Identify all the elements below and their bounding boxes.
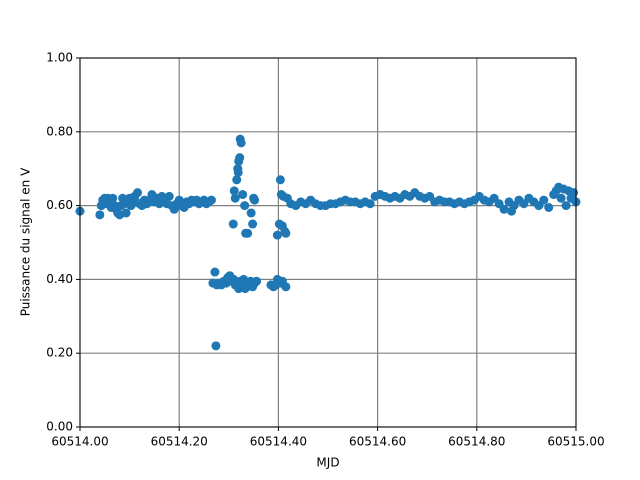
point [499,204,509,214]
point [164,191,174,201]
point [236,138,246,148]
point [206,195,216,205]
point [228,219,238,229]
x-tick-label: 60514.20 [151,435,208,449]
point [238,190,248,200]
point [281,228,291,238]
point [230,193,240,203]
y-tick-label: 0.80 [46,124,73,138]
x-tick-label: 60514.80 [448,435,505,449]
point [281,282,291,292]
point [250,195,260,205]
point [365,199,375,209]
point [95,210,105,220]
point [232,175,242,185]
point [544,202,554,212]
point [121,208,131,218]
y-tick-label: 1.00 [46,51,73,65]
point [272,230,282,240]
point [246,208,256,218]
point [243,228,253,238]
y-axis-label: Puissance du signal en V [19,167,33,316]
point [561,201,571,211]
x-axis-label: MJD [316,456,339,470]
point [210,267,220,277]
point [240,201,250,211]
y-tick-label: 0.00 [46,420,73,434]
y-tick-label: 0.20 [46,346,73,360]
x-tick-label: 60514.60 [349,435,406,449]
point [108,193,118,203]
point [248,219,258,229]
point [211,341,221,351]
point [233,167,243,177]
plot-frame [79,57,577,428]
x-tick-label: 60515.00 [547,435,604,449]
point [235,153,245,163]
point [275,175,285,185]
point [569,188,579,198]
x-tick-label: 60514.40 [250,435,307,449]
point [133,188,143,198]
point [229,186,239,196]
y-tick-label: 0.60 [46,198,73,212]
x-tick-label: 60514.00 [51,435,108,449]
point [252,276,262,286]
point [556,193,566,203]
point [539,195,549,205]
y-tick-label: 0.40 [46,272,73,286]
